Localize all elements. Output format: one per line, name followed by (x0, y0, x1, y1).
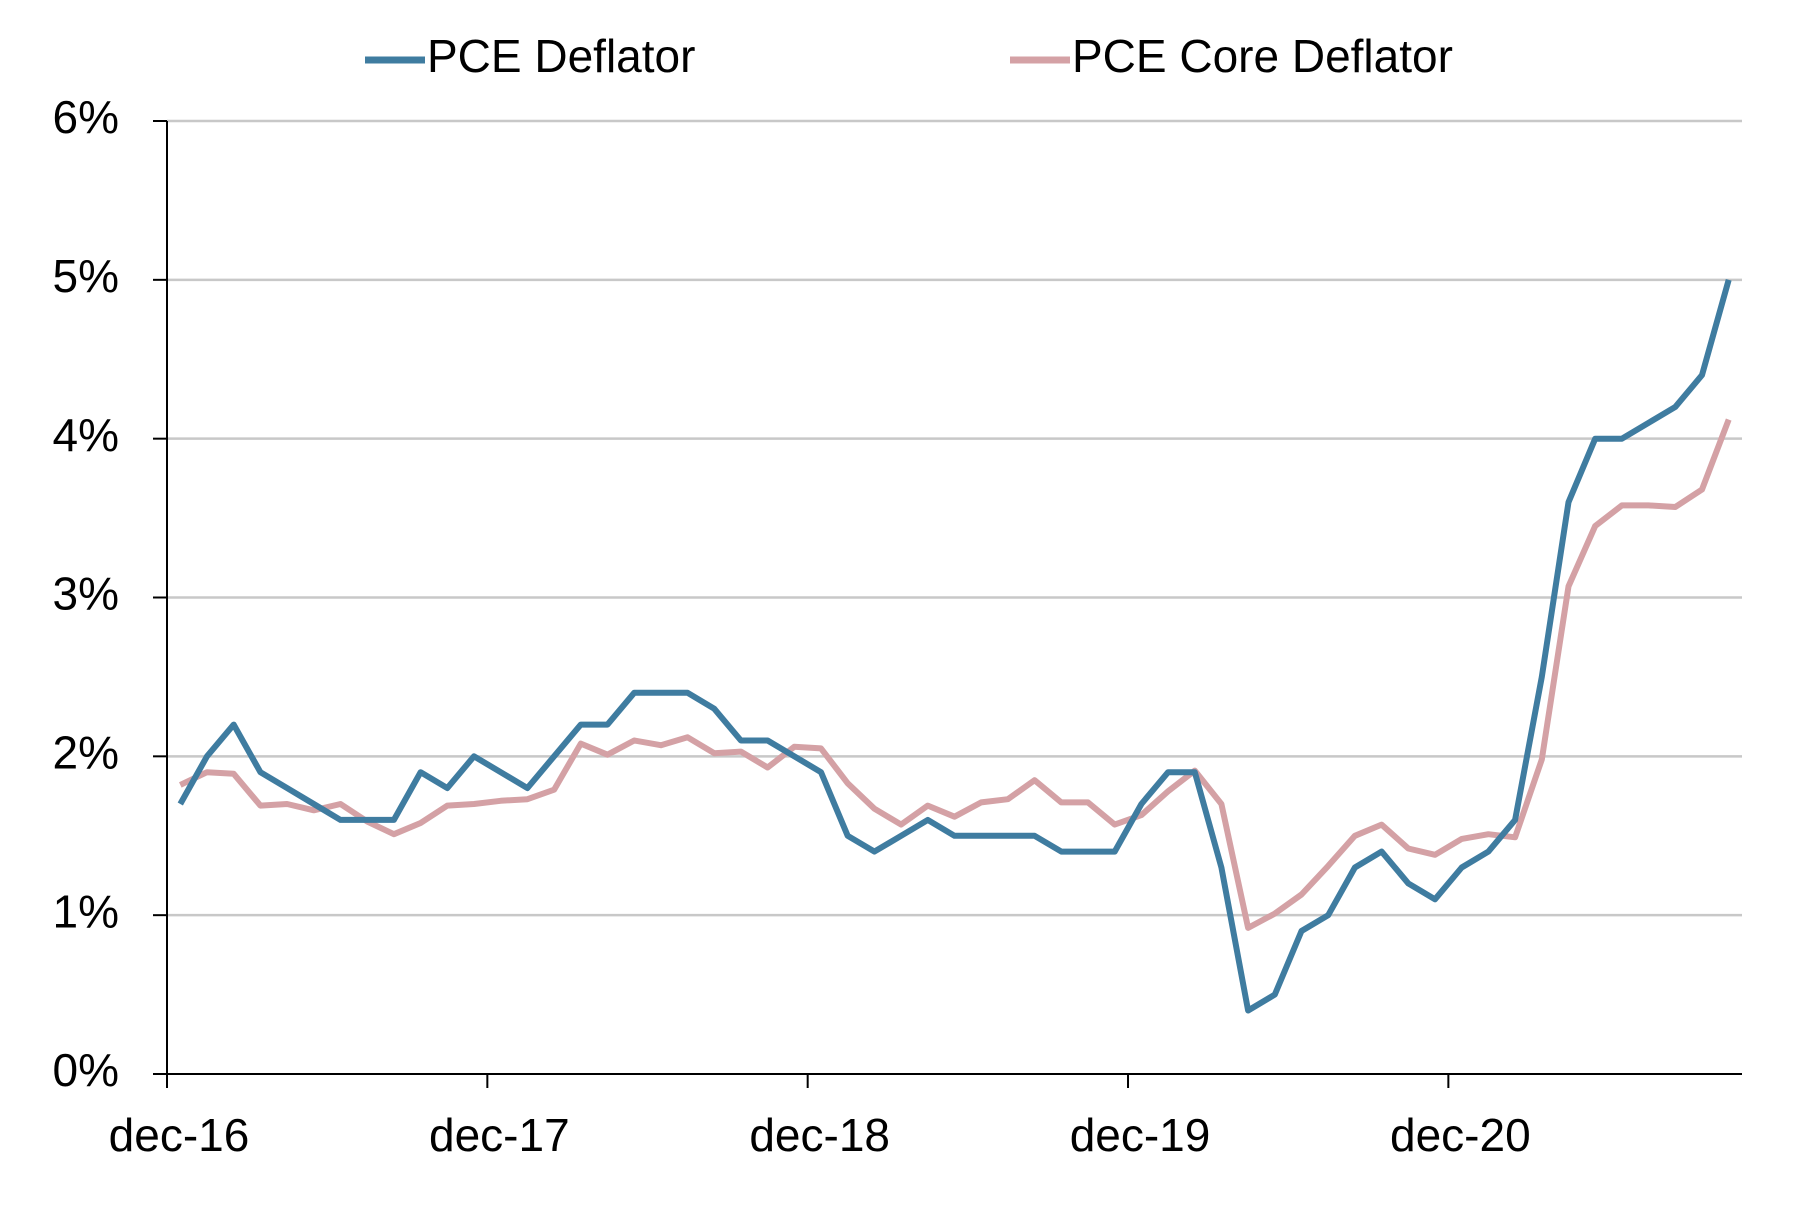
y-tick-label: 6% (53, 91, 119, 143)
y-tick-label: 5% (53, 250, 119, 302)
x-tick-label: dec-18 (749, 1109, 890, 1161)
legend-label: PCE Core Deflator (1072, 30, 1453, 82)
y-tick-label: 3% (53, 568, 119, 620)
series-line (177, 278, 1732, 1014)
x-tick-label: dec-19 (1070, 1109, 1211, 1161)
x-tick-label: dec-16 (109, 1109, 250, 1161)
y-tick-label: 1% (53, 885, 119, 937)
x-tick-label: dec-20 (1390, 1109, 1531, 1161)
legend-label: PCE Deflator (427, 30, 695, 82)
x-tick-label: dec-17 (429, 1109, 570, 1161)
y-tick-label: 4% (53, 409, 119, 461)
series-line (179, 418, 1732, 931)
y-tick-label: 0% (53, 1044, 119, 1096)
y-tick-label: 2% (53, 726, 119, 778)
